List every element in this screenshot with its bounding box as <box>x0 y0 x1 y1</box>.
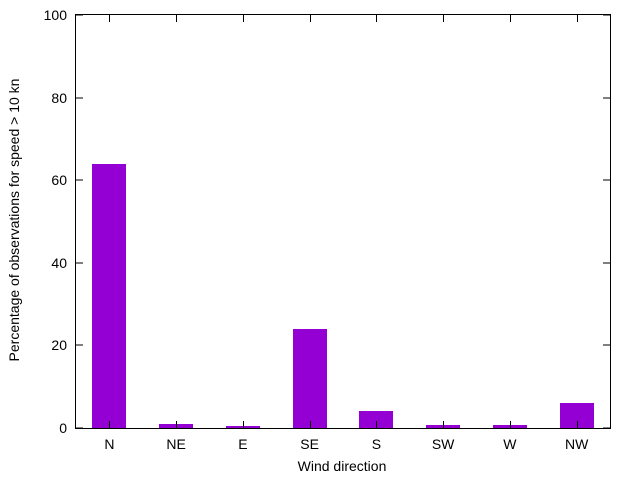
x-tick-mark <box>443 15 445 22</box>
x-tick-mark <box>242 15 244 22</box>
bar-n <box>92 163 127 428</box>
y-tick-mark <box>76 97 83 99</box>
y-tick-mark <box>603 427 610 429</box>
x-tick-label: E <box>238 436 248 452</box>
x-tick-mark <box>176 15 178 22</box>
x-axis-label: Wind direction <box>297 458 387 474</box>
y-tick-mark <box>603 179 610 181</box>
y-tick-mark <box>76 427 83 429</box>
x-tick-mark <box>309 421 311 428</box>
y-tick-mark <box>603 344 610 346</box>
x-tick-label: SW <box>431 436 455 452</box>
x-tick-label: S <box>371 436 382 452</box>
plot-area: N NE E SE S SW W NW 0 20 40 60 80 100 <box>44 7 611 452</box>
y-tick-mark <box>76 344 83 346</box>
x-tick-mark <box>376 15 378 22</box>
y-tick-label: 20 <box>51 337 67 354</box>
x-tick-mark <box>509 15 511 22</box>
y-tick-mark <box>603 262 610 264</box>
y-axis-label: Percentage of observations for speed > 1… <box>6 78 22 362</box>
y-tick-label: 100 <box>43 7 67 23</box>
x-tick-mark <box>309 15 311 22</box>
y-tick-label: 60 <box>51 172 67 189</box>
y-tick-mark <box>76 179 83 181</box>
x-tick-label: W <box>503 436 517 452</box>
x-tick-mark <box>176 421 178 428</box>
x-tick-mark <box>576 421 578 428</box>
bar-se <box>292 328 327 428</box>
x-tick-mark <box>509 421 511 428</box>
bar-s <box>359 411 394 428</box>
x-tick-mark <box>443 421 445 428</box>
x-tick-label: N <box>104 436 115 452</box>
y-tick-mark <box>76 262 83 264</box>
x-tick-label: SE <box>300 436 319 452</box>
y-tick-mark <box>76 14 83 16</box>
y-tick-mark <box>603 97 610 99</box>
x-tick-label: NW <box>564 436 589 452</box>
x-tick-mark <box>109 421 111 428</box>
x-tick-label: NE <box>166 436 186 452</box>
x-tick-mark <box>576 15 578 22</box>
x-tick-mark <box>109 15 111 22</box>
x-tick-mark <box>376 421 378 428</box>
x-tick-mark <box>242 421 244 428</box>
y-tick-mark <box>603 14 610 16</box>
y-tick-label: 40 <box>51 254 67 271</box>
y-tick-label: 0 <box>59 420 67 436</box>
y-tick-label: 80 <box>51 89 67 106</box>
